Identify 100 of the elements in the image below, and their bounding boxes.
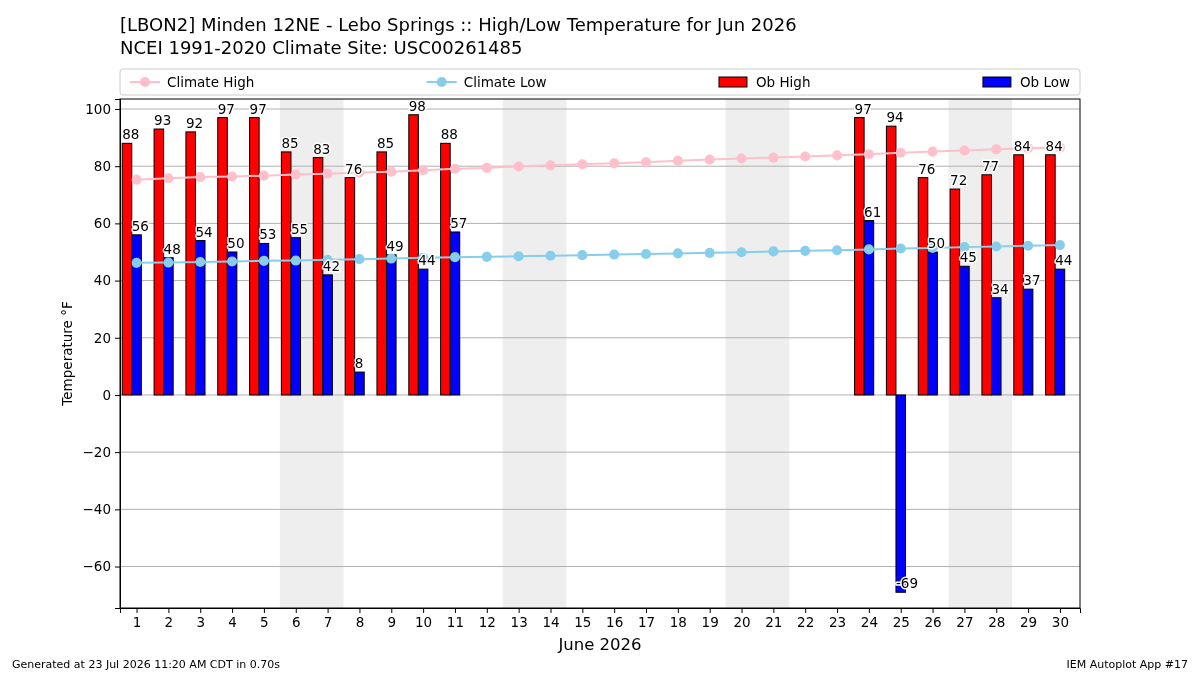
point	[163, 173, 174, 184]
point	[1023, 240, 1034, 251]
y-tick-label: 0	[102, 386, 111, 403]
point	[131, 174, 142, 185]
point	[513, 251, 524, 262]
point	[991, 144, 1002, 155]
point	[195, 256, 206, 268]
point	[959, 145, 970, 156]
point	[227, 256, 238, 267]
point	[704, 247, 715, 258]
point	[577, 159, 588, 170]
y-axis-title: Temperature °F	[59, 301, 75, 407]
x-tick-label: 21	[765, 613, 783, 630]
point	[449, 163, 461, 174]
point	[481, 251, 492, 262]
data-label: 98	[408, 97, 426, 114]
data-label: 50	[227, 234, 245, 251]
data-label: 8	[354, 355, 364, 372]
x-tick-label: 20	[733, 613, 751, 630]
point	[163, 257, 174, 268]
point	[386, 253, 397, 264]
x-tick-label: 3	[196, 613, 206, 630]
data-label: 34	[991, 280, 1009, 297]
data-label: 83	[313, 140, 331, 157]
data-label: 97	[217, 100, 235, 117]
data-label: 37	[1023, 272, 1041, 289]
x-tick-label: 19	[701, 613, 719, 630]
point	[895, 243, 906, 254]
point	[832, 245, 843, 256]
point	[736, 153, 747, 164]
point	[609, 158, 620, 169]
point	[863, 244, 874, 255]
data-label: 57	[450, 214, 468, 231]
point	[640, 157, 652, 168]
x-tick-label: 13	[510, 613, 528, 630]
data-label: 85	[376, 134, 395, 151]
y-tick-label: 100	[85, 100, 111, 117]
data-label: 92	[185, 114, 204, 131]
x-tick-label: 14	[542, 613, 560, 630]
data-label: 44	[1055, 252, 1073, 269]
x-tick-label: 7	[323, 613, 333, 630]
x-tick-label: 25	[892, 613, 910, 630]
x-tick-label: 18	[669, 613, 687, 630]
point	[768, 246, 779, 257]
data-label: 56	[131, 217, 149, 234]
point	[418, 165, 429, 176]
x-tick-label: 27	[956, 613, 974, 630]
data-label: 88	[440, 126, 458, 143]
legend-label: Ob Low	[1019, 73, 1070, 90]
point	[736, 247, 747, 258]
data-label: 53	[259, 226, 277, 243]
x-tick-label: 23	[828, 613, 847, 630]
point	[290, 169, 301, 180]
x-tick-label: 6	[291, 613, 301, 630]
data-label: 84	[1045, 137, 1063, 154]
data-label: 45	[959, 249, 977, 266]
legend-label: Climate High	[167, 73, 255, 90]
data-label: 44	[418, 252, 436, 269]
x-tick-label: 4	[228, 613, 237, 630]
point	[991, 241, 1002, 252]
y-tick-label: −20	[82, 443, 111, 460]
data-label: 97	[249, 100, 267, 117]
data-label: 94	[886, 109, 904, 126]
point	[290, 255, 301, 266]
x-tick-label: 12	[478, 613, 496, 630]
point	[386, 166, 397, 177]
y-tick-label: −40	[82, 501, 111, 518]
point	[322, 168, 333, 179]
data-label: 85	[281, 134, 299, 151]
point	[704, 154, 715, 165]
y-tick-label: 60	[93, 215, 111, 232]
point	[863, 149, 874, 160]
data-label: 76	[345, 160, 363, 177]
chart-subtitle: NCEI 1991-2020 Climate Site: USC00261485	[120, 37, 523, 58]
data-label: 61	[864, 203, 882, 220]
point	[800, 245, 811, 256]
x-tick-label: 28	[988, 613, 1006, 630]
data-label: 76	[918, 160, 936, 177]
y-tick-label: −60	[82, 558, 111, 575]
point	[131, 257, 142, 268]
point	[895, 147, 906, 158]
data-label: 42	[322, 257, 341, 274]
point	[258, 170, 269, 181]
point	[672, 155, 683, 166]
data-label: 77	[981, 157, 1000, 174]
data-label: 84	[1013, 137, 1031, 154]
x-axis-title: June 2026	[557, 635, 642, 654]
data-label: 55	[290, 220, 309, 237]
point	[449, 252, 461, 263]
data-label: 49	[386, 237, 404, 254]
y-tick-label: 80	[93, 158, 111, 175]
point	[481, 162, 492, 173]
data-label: 48	[163, 240, 181, 257]
point	[609, 249, 620, 260]
point	[768, 152, 779, 163]
point	[545, 160, 556, 171]
point	[1054, 240, 1065, 251]
point	[545, 250, 556, 261]
text: Generated at 23 Jul 2026 11:20 AM CDT in 0.70s	[12, 658, 281, 671]
data-label: 88	[122, 126, 140, 143]
